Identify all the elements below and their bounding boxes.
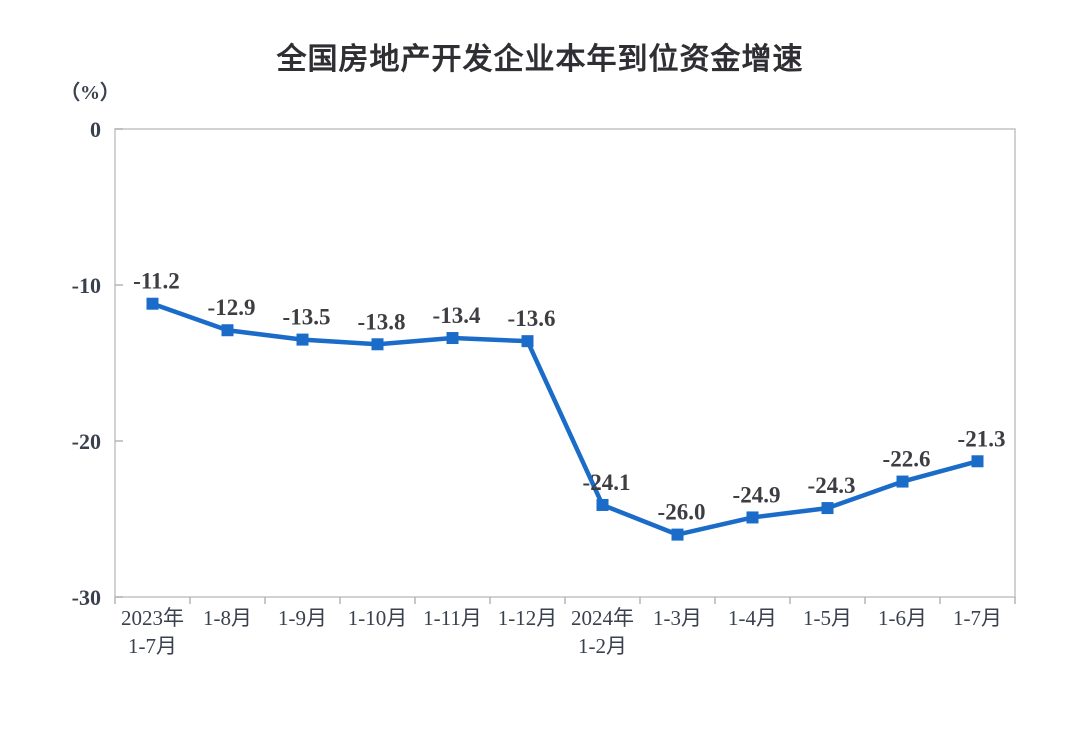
data-point-label: -11.2	[133, 269, 180, 294]
data-point-label: -24.9	[733, 482, 781, 507]
data-point-label: -12.9	[208, 295, 256, 320]
data-point-label: -21.3	[958, 426, 1006, 451]
data-point-label: -22.6	[883, 447, 931, 472]
x-axis-category-label: 1-7月	[953, 606, 1002, 630]
data-point-label: -13.5	[283, 305, 331, 330]
data-point-marker	[971, 455, 984, 468]
data-point-marker	[596, 498, 609, 511]
data-point-marker	[896, 475, 909, 488]
data-point-marker	[746, 511, 759, 524]
data-point-marker	[671, 528, 684, 541]
data-point-label: -13.6	[508, 306, 556, 331]
x-axis-category-label: 2023年	[121, 606, 184, 630]
data-point-marker	[521, 335, 534, 348]
data-point-label: -13.8	[358, 309, 406, 334]
x-axis-category-label: 1-4月	[728, 606, 777, 630]
data-point-label: -24.3	[808, 473, 856, 498]
x-axis-category-label: 1-6月	[878, 606, 927, 630]
data-point-label: -26.0	[658, 500, 706, 525]
data-point-marker	[296, 333, 309, 346]
x-axis-category-label: 1-8月	[203, 606, 252, 630]
data-point-label: -24.1	[583, 470, 631, 495]
x-axis-category-label: 1-5月	[803, 606, 852, 630]
plot-border	[114, 128, 1016, 598]
chart-title: 全国房地产开发企业本年到位资金增速	[276, 43, 804, 76]
x-axis-category-label: 1-10月	[348, 606, 408, 630]
data-point-marker	[446, 332, 459, 345]
y-axis-tick-label: -10	[72, 273, 101, 298]
data-point-label: -13.4	[433, 303, 481, 328]
x-axis-category-label: 1-7月	[128, 634, 177, 658]
y-axis-tick-label: -30	[72, 585, 101, 610]
data-point-marker	[821, 502, 834, 515]
y-axis-tick-label: 0	[90, 117, 101, 142]
data-line	[150, 301, 980, 537]
data-point-marker	[146, 297, 159, 310]
y-axis-unit-label: （%）	[60, 82, 120, 104]
x-axis-category-label: 1-2月	[578, 634, 627, 658]
x-axis-category-label: 1-12月	[498, 606, 558, 630]
data-point-marker	[371, 338, 384, 351]
x-axis-category-label: 2024年	[571, 606, 634, 630]
x-axis-category-label: 1-11月	[423, 606, 482, 630]
x-axis-category-label: 1-9月	[278, 606, 327, 630]
x-axis-category-label: 1-3月	[653, 606, 702, 630]
y-axis-tick-label: -20	[72, 429, 101, 454]
data-point-marker	[221, 324, 234, 337]
